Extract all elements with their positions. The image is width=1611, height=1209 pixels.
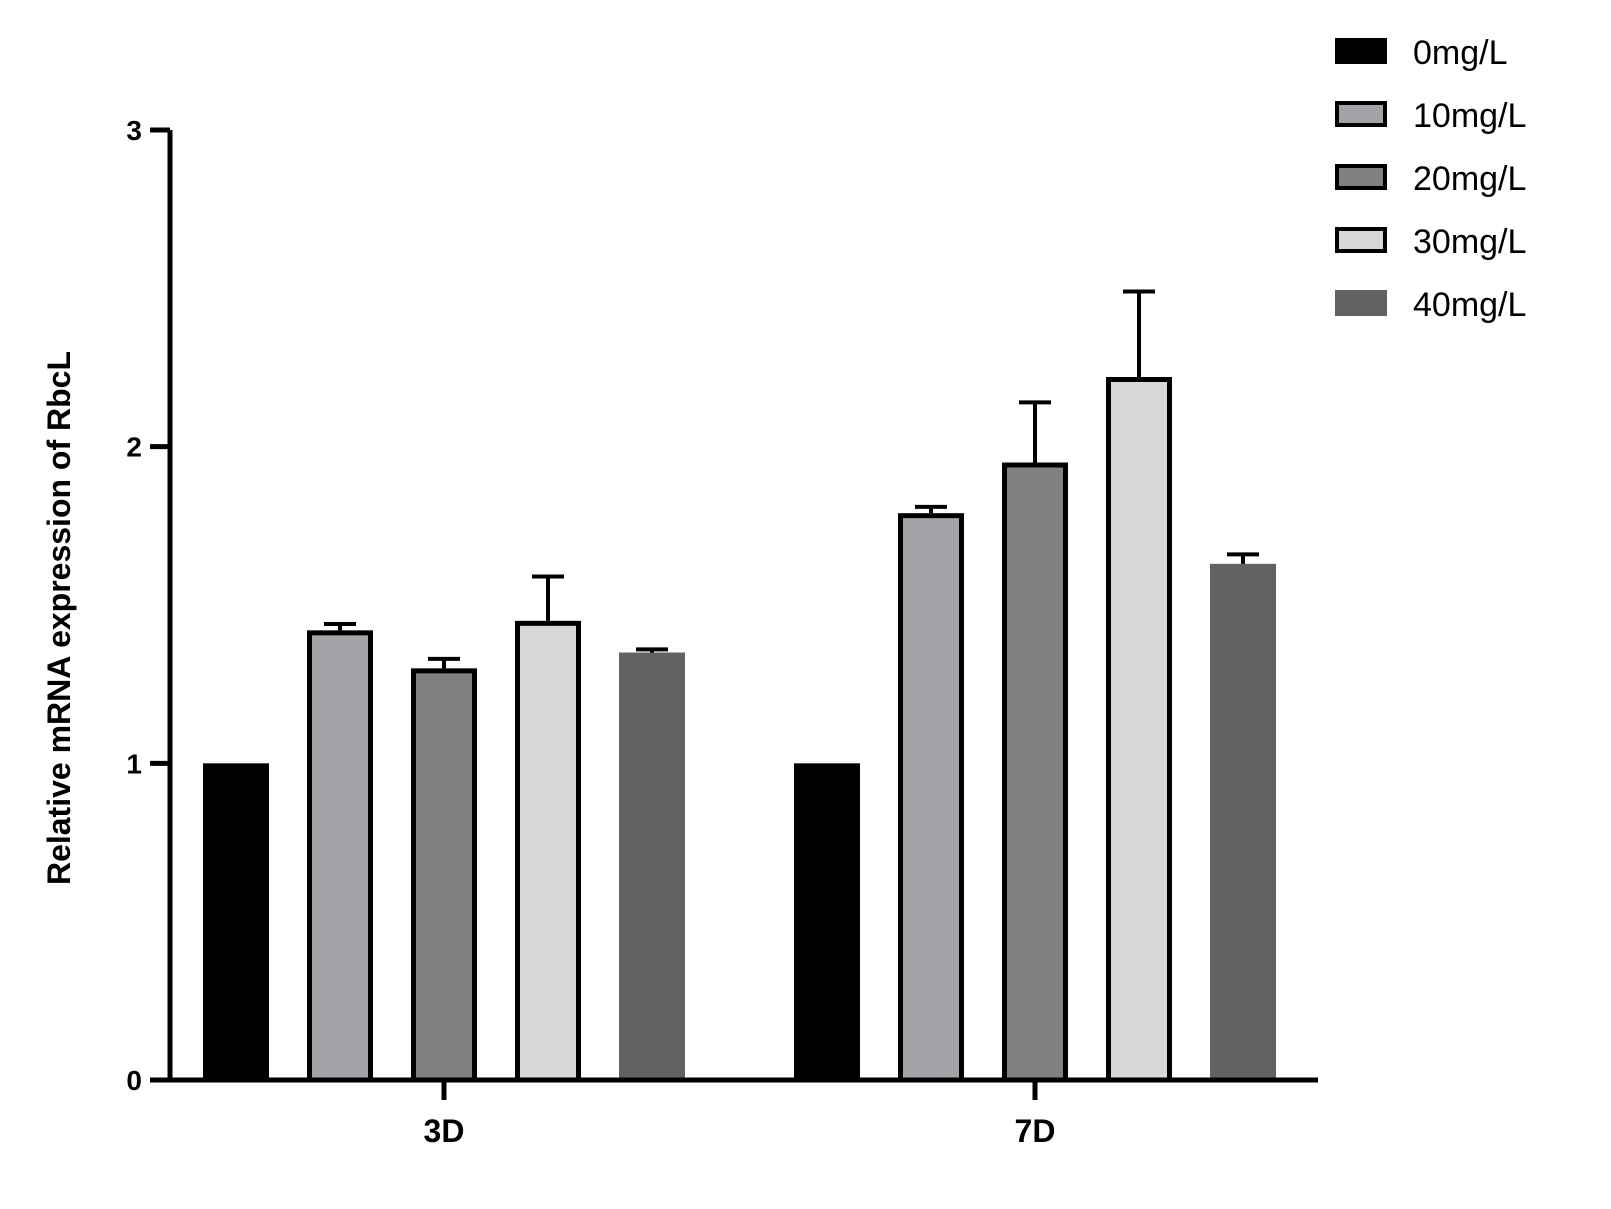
bar (515, 620, 581, 1083)
bar (203, 763, 269, 1080)
legend-swatch (1335, 227, 1387, 253)
legend-swatch (1335, 164, 1387, 190)
legend-label: 0mg/L (1413, 34, 1508, 72)
bar (307, 630, 373, 1083)
bar (411, 668, 477, 1083)
axes-layer: 0 1 2 3 3D 7D (126, 115, 1318, 1149)
legend-swatch (1335, 290, 1387, 316)
legend: 0mg/L 10mg/L 20mg/L 30mg/L 40mg/L (1335, 34, 1526, 324)
legend-label: 20mg/L (1413, 160, 1526, 198)
legend-label: 40mg/L (1413, 286, 1526, 324)
bar (1210, 563, 1276, 1080)
y-axis-label: Relative mRNA expression of RbcL (41, 351, 77, 885)
legend-swatch (1335, 101, 1387, 127)
y-tick-label: 1 (126, 748, 142, 779)
y-tick-label: 0 (126, 1065, 142, 1096)
bars-layer (203, 289, 1276, 1083)
x-tick-label: 7D (1015, 1113, 1056, 1149)
y-tick-label: 2 (126, 432, 142, 463)
bar (619, 652, 685, 1080)
bar (794, 763, 860, 1080)
legend-label: 10mg/L (1413, 97, 1526, 135)
bar (1002, 462, 1068, 1083)
x-tick-label: 3D (424, 1113, 465, 1149)
bar (1106, 377, 1172, 1083)
bar (898, 513, 964, 1083)
legend-label: 30mg/L (1413, 223, 1526, 261)
y-tick-label: 3 (126, 115, 142, 146)
legend-swatch (1335, 38, 1387, 64)
